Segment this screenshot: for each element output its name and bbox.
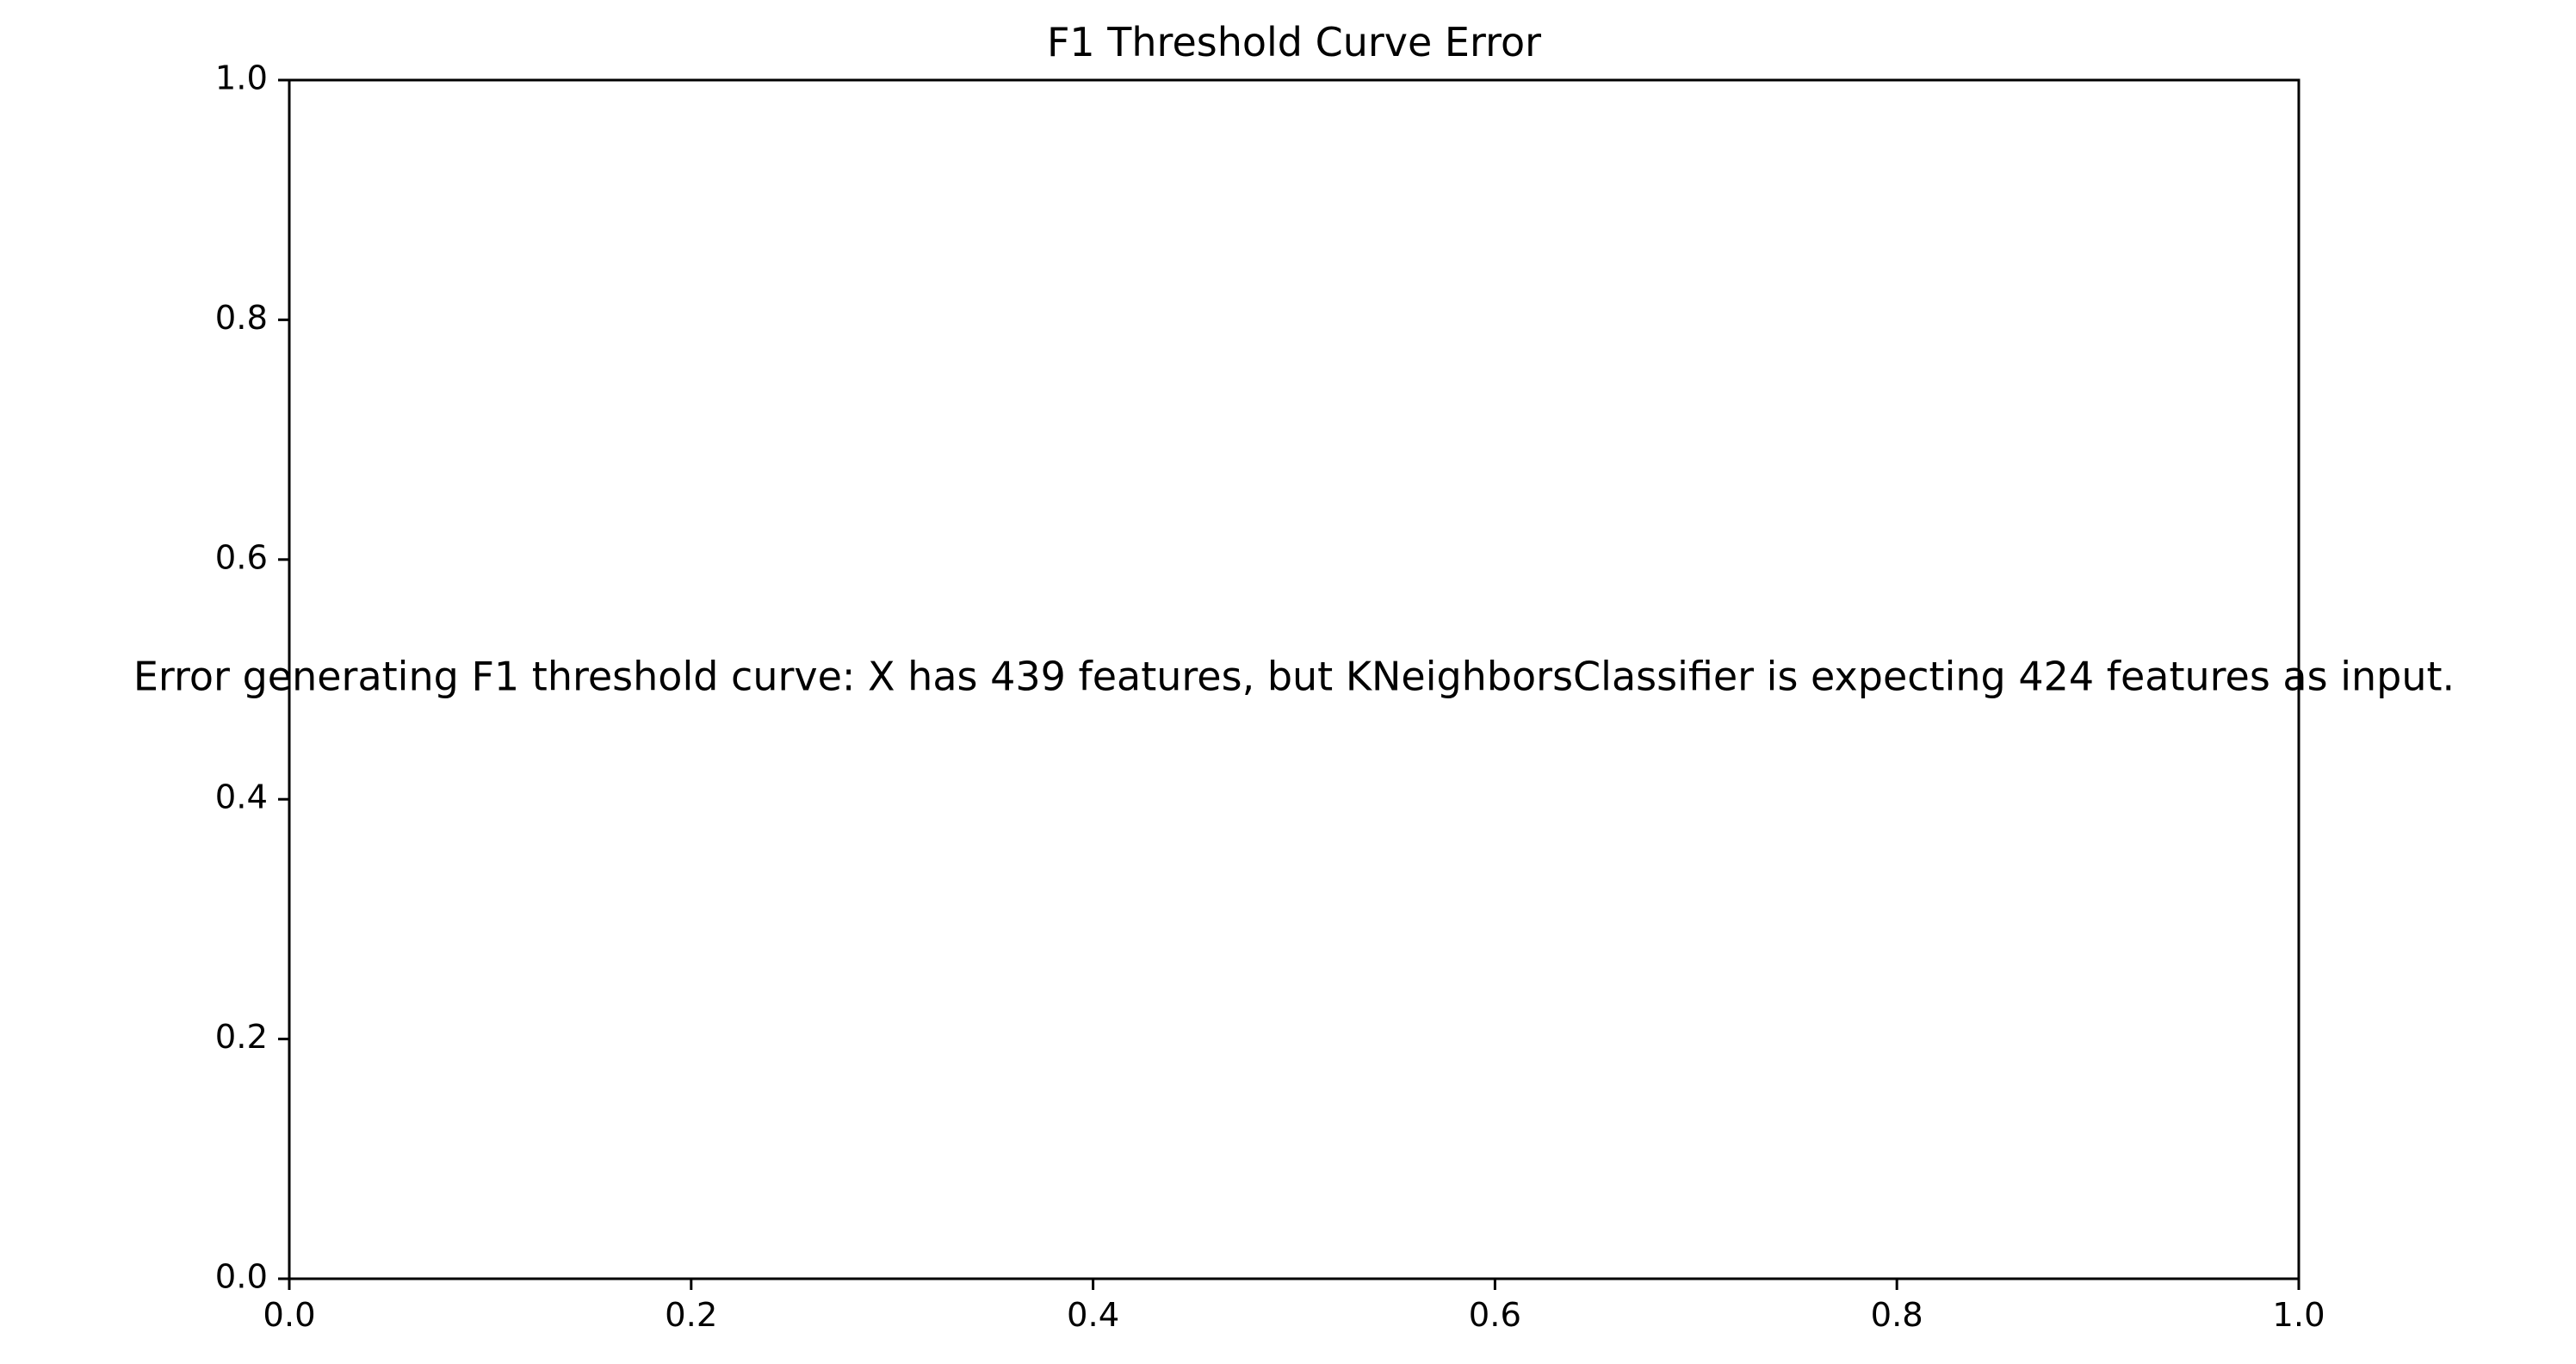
y-tick-label: 0.0	[215, 1258, 268, 1297]
x-tick-label: 0.0	[263, 1296, 315, 1335]
x-tick-label: 0.6	[1469, 1296, 1521, 1335]
x-tick-label: 0.4	[1067, 1296, 1119, 1335]
plot-area: 0.0 0.2 0.4 0.6 0.8 1.0 0.0 0.2 0.4 0.6 0.8 1.0 Er…	[133, 59, 2455, 1336]
y-tick-label: 0.6	[215, 538, 268, 577]
error-message: Error generating F1 threshold curve: X h…	[133, 654, 2455, 700]
y-tick-label: 0.2	[215, 1018, 268, 1057]
x-tick-label: 0.8	[1871, 1296, 1923, 1335]
y-axis: 0.0 0.2 0.4 0.6 0.8 1.0	[215, 59, 289, 1297]
x-tick-label: 1.0	[2272, 1296, 2325, 1335]
x-tick-label: 0.2	[665, 1296, 717, 1335]
y-tick-label: 1.0	[215, 59, 268, 98]
chart-title: F1 Threshold Curve Error	[1047, 19, 1541, 65]
y-tick-label: 0.8	[215, 299, 268, 338]
axes-frame	[288, 78, 2300, 1280]
y-tick-label: 0.4	[215, 778, 268, 817]
x-axis: 0.0 0.2 0.4 0.6 0.8 1.0	[263, 1279, 2325, 1335]
